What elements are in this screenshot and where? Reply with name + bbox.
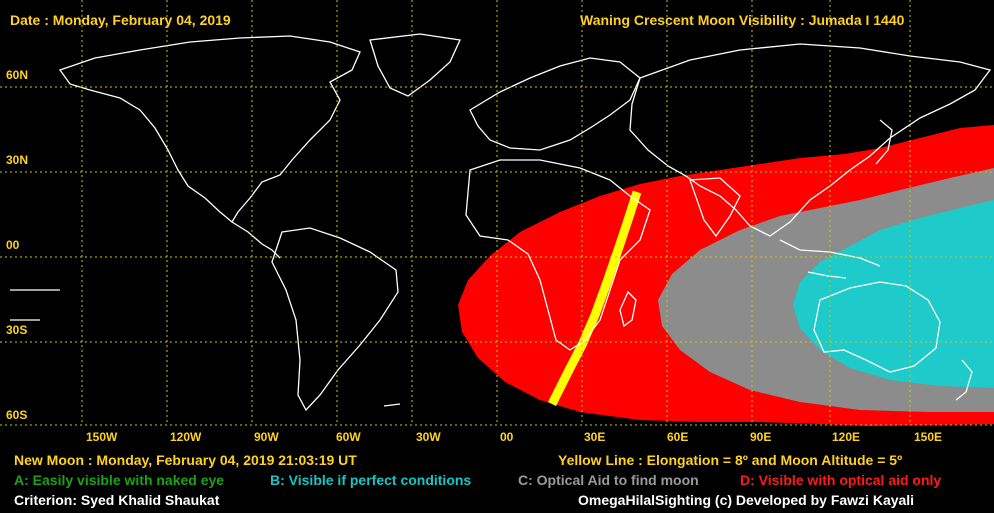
map-title: Waning Crescent Moon Visibility : Jumada… bbox=[580, 12, 905, 28]
lon-label-150e: 150E bbox=[914, 430, 943, 444]
credit-label: OmegaHilalSighting (c) Developed by Fawz… bbox=[578, 492, 915, 508]
legend-d: D: Visible with optical aid only bbox=[740, 472, 942, 488]
zone-b-cyan bbox=[793, 200, 994, 388]
coastlines bbox=[10, 33, 992, 412]
lon-label-120w: 120W bbox=[170, 430, 202, 444]
legend-b: B: Visible if perfect conditions bbox=[270, 472, 472, 488]
lat-label-60n: 60N bbox=[6, 68, 29, 82]
lon-label-90w: 90W bbox=[254, 430, 279, 444]
legend-c: C: Optical Aid to find moon bbox=[518, 472, 699, 488]
lon-label-30e: 30E bbox=[584, 430, 606, 444]
lon-label-60e: 60E bbox=[667, 430, 689, 444]
date-label: Date : Monday, February 04, 2019 bbox=[10, 12, 231, 28]
lon-label-30w: 30W bbox=[416, 430, 441, 444]
yellow-line bbox=[547, 190, 642, 407]
lat-label-00: 00 bbox=[6, 238, 20, 252]
lat-label-60s: 60S bbox=[6, 408, 28, 422]
criterion-label: Criterion: Syed Khalid Shaukat bbox=[14, 492, 220, 508]
new-moon-label: New Moon : Monday, February 04, 2019 21:… bbox=[14, 452, 357, 468]
lon-label-60w: 60W bbox=[336, 430, 361, 444]
lat-label-30s: 30S bbox=[6, 323, 28, 337]
lon-label-00: 00 bbox=[500, 430, 514, 444]
lon-label-90e: 90E bbox=[750, 430, 772, 444]
lon-label-120e: 120E bbox=[832, 430, 861, 444]
graticule bbox=[0, 0, 994, 426]
yellow-line-label: Yellow Line : Elongation = 8º and Moon A… bbox=[558, 452, 903, 468]
legend-a: A: Easily visible with naked eye bbox=[14, 472, 225, 488]
lat-label-30n: 30N bbox=[6, 153, 29, 167]
lon-label-150w: 150W bbox=[86, 430, 118, 444]
